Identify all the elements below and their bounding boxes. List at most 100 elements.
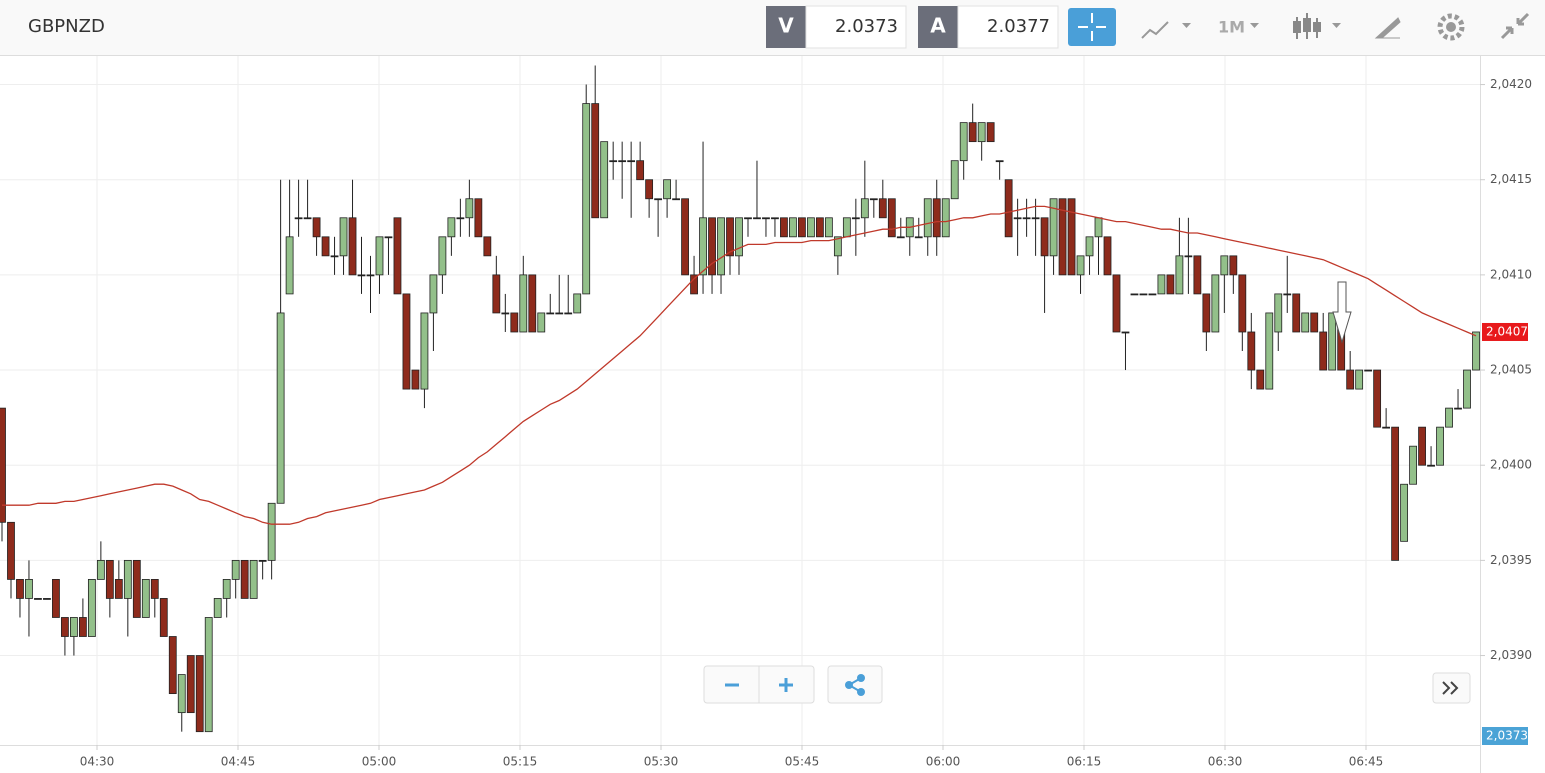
candle-body <box>672 198 680 201</box>
y-tick-label: 2,0415 <box>1490 172 1532 186</box>
timeframe-button[interactable]: 1M <box>1218 18 1259 37</box>
bid-box[interactable] <box>805 5 907 49</box>
candle-body <box>70 617 78 637</box>
candle-body <box>1427 464 1435 467</box>
candle-style-button[interactable] <box>1293 13 1341 39</box>
candle-body <box>744 217 752 220</box>
candle-body <box>285 236 294 295</box>
candle-body <box>1454 407 1462 410</box>
candle-body <box>1193 255 1202 295</box>
candle-body <box>438 236 447 276</box>
candle-body <box>52 579 60 618</box>
candle-body <box>339 217 348 257</box>
candle-body <box>555 312 564 315</box>
candle-body <box>411 369 420 390</box>
candle-body <box>923 198 932 238</box>
scroll-end-button[interactable] <box>1432 672 1471 704</box>
candle-body <box>878 198 887 219</box>
bid-label: V <box>778 14 794 38</box>
candle-body <box>726 217 734 257</box>
candle-body <box>1058 198 1067 276</box>
candle-body <box>968 122 977 143</box>
y-tick-label: 2,0420 <box>1490 77 1532 91</box>
share-dot <box>857 674 865 682</box>
candle-body <box>366 274 375 277</box>
candle-body <box>501 312 510 315</box>
candle-body <box>1166 274 1175 295</box>
candle-body <box>780 217 788 238</box>
crosshair-bg <box>1068 8 1116 46</box>
crosshair-icon <box>1078 13 1106 41</box>
dropdown-caret <box>1182 23 1191 28</box>
ask-box[interactable] <box>957 5 1059 49</box>
candle-body <box>1022 217 1031 220</box>
candle-body <box>1004 179 1013 238</box>
scroll-end-icon <box>1442 681 1459 695</box>
settings-button[interactable] <box>1437 13 1465 41</box>
candle-body <box>393 217 402 295</box>
arrow-icon <box>1332 281 1352 344</box>
candle-body <box>168 636 177 695</box>
x-tick-label: 05:30 <box>644 755 679 769</box>
candle-body <box>1031 217 1040 220</box>
y-tick-label: 2,0395 <box>1490 553 1532 567</box>
candle-body <box>204 617 213 733</box>
candle-body <box>627 160 636 163</box>
candle-body <box>582 103 591 295</box>
candle-body <box>815 217 824 238</box>
candle-body <box>96 559 105 580</box>
candle-body <box>771 217 779 220</box>
bid-price-tag <box>1482 727 1528 745</box>
ask-button[interactable] <box>918 6 958 48</box>
candle-body <box>1175 255 1184 295</box>
candle-body <box>1265 312 1274 390</box>
plot-area: 04:30 04:45 05:00 05:15 05:30 05:45 06:00 06:15… <box>0 56 1532 769</box>
share-button[interactable] <box>827 665 883 704</box>
draw-tool-button[interactable] <box>1374 17 1401 39</box>
candle-body <box>1256 369 1265 390</box>
candle-body <box>564 312 573 315</box>
candle-body <box>483 236 492 257</box>
candle-body <box>267 502 276 561</box>
candle-body <box>87 579 96 637</box>
candle-body <box>429 274 438 314</box>
candle-body <box>1283 293 1292 296</box>
timeframe: 1M <box>1218 18 1245 37</box>
scroll-end-bg <box>1432 672 1471 704</box>
candles-icon-body <box>1293 21 1301 33</box>
crosshair-button[interactable] <box>1068 8 1116 46</box>
candle-body <box>708 217 716 276</box>
collapse-button[interactable] <box>1500 12 1530 40</box>
candle-body <box>717 217 725 276</box>
candle-body <box>842 217 851 238</box>
x-tick-label: 05:15 <box>503 755 538 769</box>
candle-body <box>1157 274 1166 295</box>
candle-body <box>833 236 842 257</box>
candle-body <box>1346 369 1355 390</box>
candle-body <box>1013 217 1022 220</box>
x-tick-label: 06:15 <box>1067 755 1102 769</box>
candle-body <box>1310 312 1319 333</box>
bid-button[interactable] <box>766 6 806 48</box>
candle-body <box>735 217 743 257</box>
bid-value: 2.0373 <box>835 16 898 37</box>
bid-price-label: 2,0373 <box>1486 729 1528 743</box>
candles-icon-body <box>1303 18 1311 32</box>
candle-body <box>258 559 267 562</box>
chart-type-button[interactable] <box>1141 21 1191 39</box>
candle-body <box>528 274 537 333</box>
candle-body <box>43 598 51 600</box>
candle-body <box>1364 369 1373 372</box>
ask-label: A <box>930 14 946 38</box>
candle-body <box>1319 331 1328 371</box>
candle-body <box>123 559 132 599</box>
candle-body <box>1328 312 1337 371</box>
last-price-tag <box>1482 322 1528 341</box>
candle-body <box>474 198 483 238</box>
zoom-in-button[interactable] <box>779 678 793 692</box>
candle-body <box>213 598 222 618</box>
candle-body <box>195 655 204 733</box>
candle-body <box>0 407 6 523</box>
candle-body <box>950 160 959 200</box>
candle-body <box>357 274 366 277</box>
